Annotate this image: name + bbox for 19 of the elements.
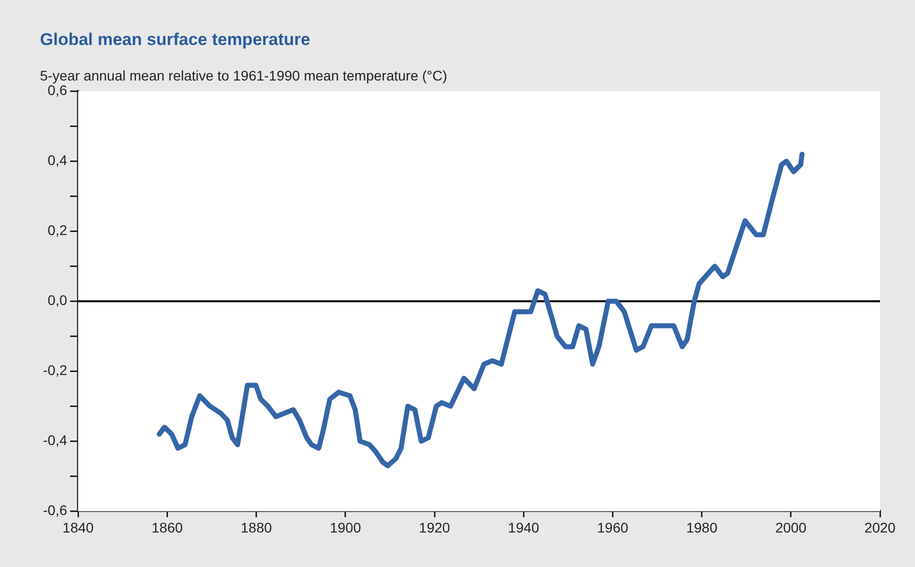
x-tick-label: 1980 — [686, 519, 718, 536]
x-tick-label: 1840 — [62, 519, 94, 536]
y-tick-label: -0,6 — [43, 502, 68, 518]
x-tick-label: 2000 — [775, 519, 807, 536]
chart-title: Global mean surface temperature — [40, 30, 310, 49]
x-tick-label: 1880 — [240, 519, 272, 536]
y-tick-label: 0,0 — [48, 292, 68, 308]
y-tick-label: 0,2 — [48, 222, 68, 238]
x-tick-label: 2020 — [864, 519, 896, 536]
x-tick-label: 1860 — [152, 519, 183, 536]
y-tick-label: -0,2 — [43, 362, 68, 378]
x-tick-label: 1920 — [418, 519, 450, 536]
y-tick-label: 0,4 — [48, 152, 68, 168]
chart-subtitle: 5-year annual mean relative to 1961-1990 mean temperature (°C) — [40, 68, 448, 84]
x-tick-label: 1900 — [330, 519, 362, 536]
x-tick-label: 1960 — [597, 519, 628, 536]
y-tick-label: 0,6 — [48, 82, 68, 98]
y-tick-label: -0,4 — [43, 432, 68, 448]
x-tick-label: 1940 — [508, 519, 540, 536]
